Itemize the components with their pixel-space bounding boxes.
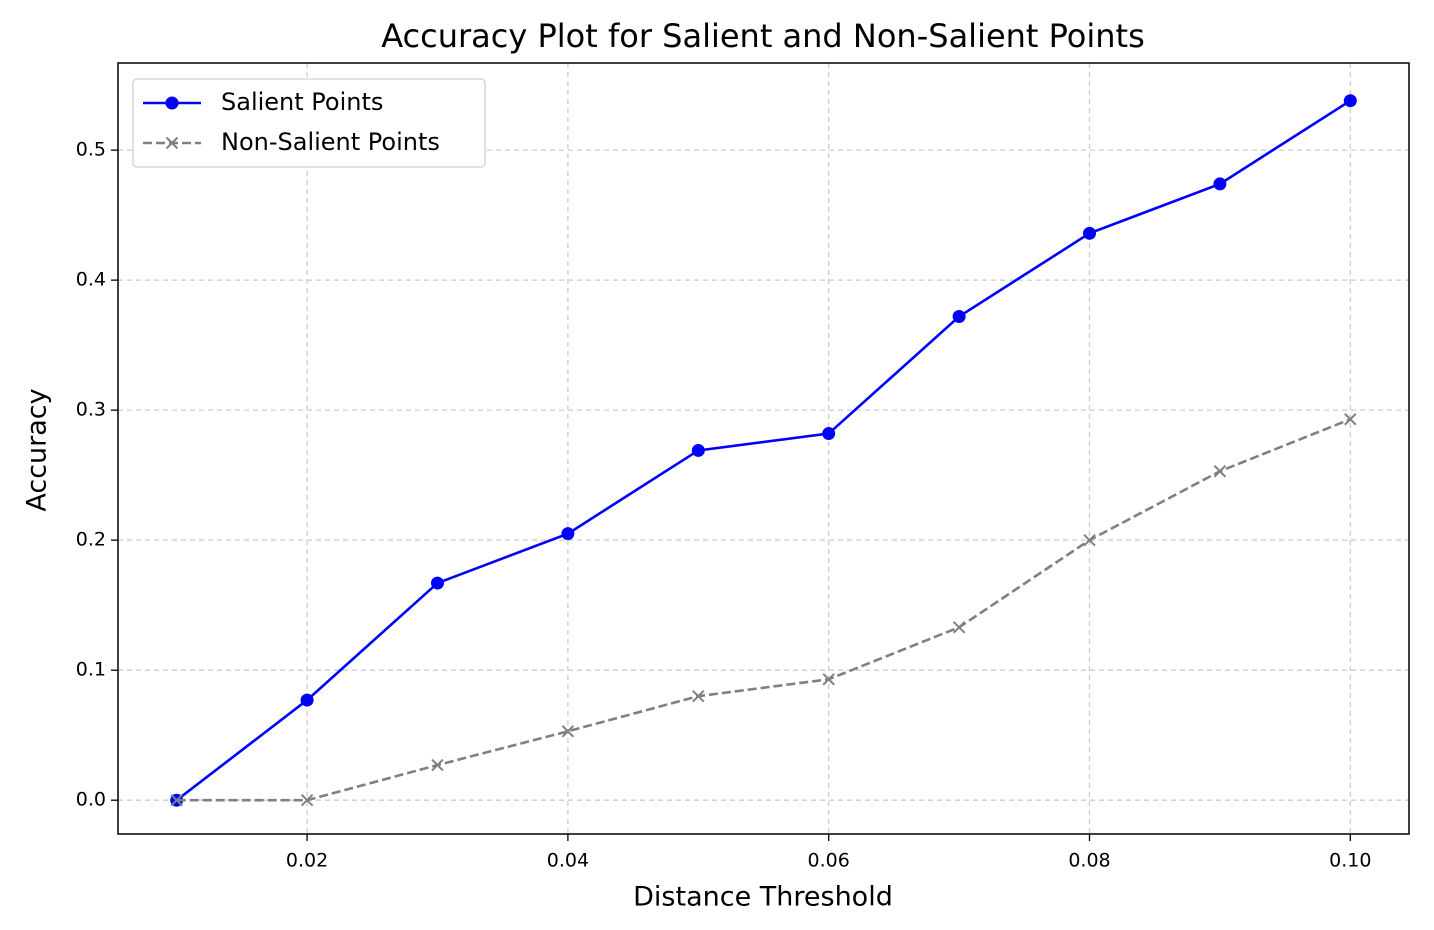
- point: [1083, 533, 1096, 547]
- point: [1344, 413, 1357, 426]
- chart-title: Accuracy Plot for Salient and Non-Salien…: [381, 17, 1145, 55]
- point: [691, 443, 705, 457]
- point: [1213, 177, 1227, 191]
- point: [822, 427, 836, 441]
- y-tick-label: 0.5: [76, 139, 106, 161]
- x-tick-label: 0.04: [547, 850, 589, 872]
- legend-label: Non-Salient Points: [221, 128, 440, 156]
- x-tick-label: 0.10: [1329, 850, 1371, 872]
- point: [952, 310, 966, 324]
- y-tick-label: 0.3: [76, 399, 106, 421]
- point: [1213, 465, 1227, 478]
- y-tick-label: 0.4: [76, 269, 106, 291]
- legend-marker: [165, 96, 179, 110]
- point: [170, 793, 183, 807]
- series-line: [176, 418, 1351, 802]
- legend-label: Salient Points: [221, 88, 383, 116]
- legend-marker: [165, 136, 179, 150]
- x-axis-label: Distance Threshold: [633, 882, 893, 913]
- point: [1083, 226, 1097, 240]
- plot-frame: [117, 62, 1410, 835]
- legend: Salient Points Non-Salient Points: [132, 78, 486, 168]
- x-tick-label: 0.02: [286, 850, 328, 872]
- series-line: [175, 99, 1352, 802]
- point: [561, 725, 575, 738]
- legend-box: [132, 78, 486, 168]
- point: [692, 689, 705, 703]
- y-tick-label: 0.0: [76, 789, 106, 811]
- y-tick-label: 0.2: [76, 529, 106, 551]
- point: [952, 621, 966, 634]
- point: [431, 758, 444, 772]
- x-tick-label: 0.06: [808, 850, 850, 872]
- point: [300, 693, 314, 707]
- x-tick-label: 0.08: [1068, 850, 1110, 872]
- y-tick-label: 0.1: [76, 659, 106, 681]
- point: [822, 673, 835, 686]
- point: [1343, 94, 1357, 108]
- point: [561, 527, 575, 541]
- point: [430, 576, 444, 590]
- point: [300, 793, 314, 807]
- y-axis-label: Accuracy: [22, 388, 53, 511]
